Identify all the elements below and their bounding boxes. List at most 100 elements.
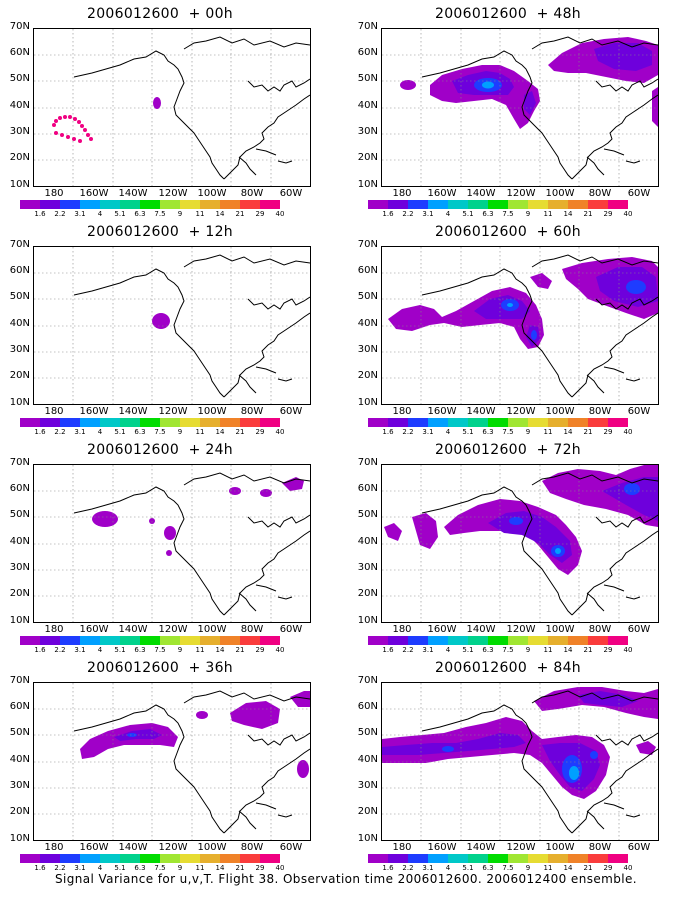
colorbar-label: 7.5 <box>154 428 166 436</box>
lon-label: 100W <box>197 188 227 199</box>
variance-contours <box>388 257 658 349</box>
lon-label: 120W <box>158 406 188 417</box>
colorbar-swatch <box>448 636 468 645</box>
lat-label: 20N <box>9 370 30 381</box>
colorbar-label: 4 <box>445 864 451 872</box>
map-panel-60h: 2006012600 + 60h 70N 60N 50N 40N 30N 20N… <box>348 224 668 436</box>
colorbar-swatch <box>200 636 220 645</box>
grid-lines <box>34 465 310 622</box>
colorbar-label: 14 <box>563 428 573 436</box>
colorbar-swatch <box>80 418 100 427</box>
panel-title: 2006012600 + 12h <box>87 224 233 240</box>
colorbar-label: 9 <box>525 646 531 654</box>
lon-label: 140W <box>118 842 148 853</box>
colorbar-swatch <box>428 200 448 209</box>
colorbar-label: 29 <box>255 646 265 654</box>
colorbar-swatch <box>120 418 140 427</box>
lat-label: 30N <box>9 126 30 137</box>
colorbar-label: 3.1 <box>74 428 86 436</box>
colorbar <box>368 636 628 645</box>
lat-label: 60N <box>357 265 378 276</box>
map-panel-84h: 2006012600 + 84h 70N 60N 50N 40N 30N 20N… <box>348 660 668 872</box>
map-panel-48h: 2006012600 + 48h 70N 60N 50N 40N 30N 20N… <box>348 6 668 218</box>
colorbar-swatch <box>408 418 428 427</box>
colorbar-label: 5.1 <box>114 428 126 436</box>
lat-label: 50N <box>9 73 30 84</box>
colorbar-swatch <box>80 854 100 863</box>
map-panel-36h: 2006012600 + 36h 70N 60N 50N 40N 30N 20N… <box>0 660 320 872</box>
lon-label: 100W <box>545 188 575 199</box>
colorbar-label: 6.3 <box>134 646 146 654</box>
lon-label: 100W <box>197 842 227 853</box>
map-frame <box>381 246 659 405</box>
colorbar-swatch <box>120 636 140 645</box>
lon-label: 180 <box>44 842 64 853</box>
colorbar-label: 7.5 <box>502 864 514 872</box>
colorbar-label: 6.3 <box>482 646 494 654</box>
colorbar-label: 1.6 <box>382 428 394 436</box>
colorbar-swatch <box>260 854 280 863</box>
lon-label: 160W <box>427 842 457 853</box>
lon-label: 80W <box>240 188 264 199</box>
colorbar-swatch <box>260 418 280 427</box>
colorbar-swatch <box>368 636 388 645</box>
colorbar-label: 6.3 <box>134 210 146 218</box>
colorbar-swatch <box>160 854 180 863</box>
variance-contours <box>152 313 170 329</box>
lon-label: 60W <box>627 188 651 199</box>
lon-label: 120W <box>506 188 536 199</box>
lon-label: 120W <box>158 188 188 199</box>
colorbar-swatch <box>508 636 528 645</box>
lon-label: 80W <box>240 842 264 853</box>
figure-caption: Signal Variance for u,v,T. Flight 38. Ob… <box>55 872 637 886</box>
colorbar-swatch <box>388 418 408 427</box>
colorbar-label: 14 <box>563 210 573 218</box>
colorbar-swatch <box>40 418 60 427</box>
colorbar-label: 14 <box>215 646 225 654</box>
colorbar-label: 2.2 <box>402 210 414 218</box>
colorbar-label: 9 <box>525 428 531 436</box>
colorbar-swatch <box>468 854 488 863</box>
colorbar-label: 6.3 <box>482 210 494 218</box>
colorbar-swatch <box>240 854 260 863</box>
lon-label: 120W <box>506 406 536 417</box>
lat-label: 30N <box>357 126 378 137</box>
colorbar-swatch <box>100 636 120 645</box>
colorbar-label: 2.2 <box>402 428 414 436</box>
colorbar-swatch <box>200 418 220 427</box>
variance-contours <box>52 97 161 143</box>
lat-label: 70N <box>9 675 30 686</box>
colorbar-label: 6.3 <box>482 428 494 436</box>
colorbar-swatch <box>80 636 100 645</box>
colorbar-label: 21 <box>235 646 245 654</box>
colorbar-swatch <box>40 636 60 645</box>
lat-label: 40N <box>357 536 378 547</box>
variance-contours <box>92 477 304 556</box>
colorbar-swatch <box>368 854 388 863</box>
colorbar-swatch <box>160 200 180 209</box>
lon-label: 160W <box>427 406 457 417</box>
colorbar-swatch <box>488 418 508 427</box>
colorbar-swatch <box>488 200 508 209</box>
colorbar-label: 11 <box>543 210 553 218</box>
colorbar <box>20 418 280 427</box>
colorbar-swatch <box>60 854 80 863</box>
colorbar-label: 4 <box>445 210 451 218</box>
colorbar-label: 4 <box>445 646 451 654</box>
lat-label: 40N <box>9 318 30 329</box>
colorbar-label: 3.1 <box>74 864 86 872</box>
colorbar-label: 7.5 <box>154 210 166 218</box>
map-frame <box>33 246 311 405</box>
colorbar-label: 6.3 <box>482 864 494 872</box>
variance-contours <box>382 687 658 799</box>
lat-label: 30N <box>9 562 30 573</box>
colorbar-swatch <box>548 636 568 645</box>
colorbar-swatch <box>408 200 428 209</box>
map-panel-12h: 2006012600 + 12h 70N 60N 50N 40N 30N 20N… <box>0 224 320 436</box>
colorbar-label: 1.6 <box>382 864 394 872</box>
lat-label: 50N <box>357 727 378 738</box>
grid-lines <box>34 247 310 404</box>
colorbar-swatch <box>60 636 80 645</box>
lon-label: 140W <box>118 406 148 417</box>
colorbar-swatch <box>20 200 40 209</box>
